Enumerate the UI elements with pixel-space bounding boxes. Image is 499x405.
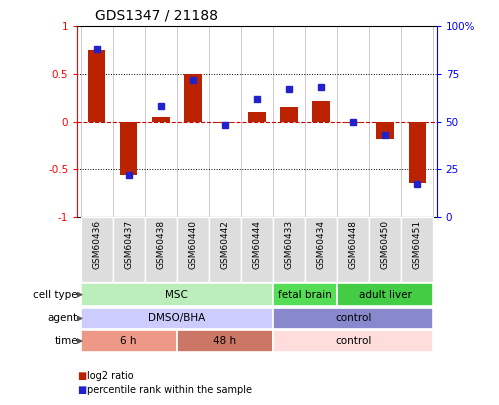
Bar [216, 122, 234, 124]
Bar [152, 117, 170, 121]
FancyBboxPatch shape [241, 217, 273, 282]
FancyBboxPatch shape [305, 217, 337, 282]
Text: ■: ■ [77, 371, 87, 381]
Text: adult liver: adult liver [359, 290, 412, 300]
Bar [248, 112, 266, 122]
Text: ■: ■ [77, 385, 87, 395]
Bar [120, 122, 138, 175]
FancyBboxPatch shape [80, 217, 113, 282]
Bar [312, 100, 330, 122]
Bar [88, 50, 105, 122]
FancyBboxPatch shape [273, 330, 434, 352]
Text: GSM60437: GSM60437 [124, 220, 133, 269]
FancyBboxPatch shape [80, 283, 273, 307]
Text: GSM60436: GSM60436 [92, 220, 101, 269]
FancyBboxPatch shape [337, 217, 369, 282]
FancyBboxPatch shape [273, 217, 305, 282]
Text: cell type: cell type [33, 290, 78, 300]
FancyBboxPatch shape [113, 217, 145, 282]
FancyBboxPatch shape [177, 217, 209, 282]
FancyBboxPatch shape [177, 330, 273, 352]
Text: control: control [335, 336, 371, 346]
Text: fetal brain: fetal brain [278, 290, 332, 300]
Text: GSM60433: GSM60433 [284, 220, 293, 269]
FancyBboxPatch shape [337, 283, 434, 307]
Text: GDS1347 / 21188: GDS1347 / 21188 [95, 9, 218, 22]
FancyBboxPatch shape [80, 308, 273, 329]
FancyBboxPatch shape [273, 308, 434, 329]
Text: agent: agent [48, 313, 78, 324]
Text: control: control [335, 313, 371, 324]
FancyBboxPatch shape [369, 217, 401, 282]
Text: 48 h: 48 h [214, 336, 237, 346]
FancyBboxPatch shape [209, 217, 241, 282]
FancyBboxPatch shape [401, 217, 434, 282]
Text: GSM60450: GSM60450 [381, 220, 390, 269]
Text: GSM60448: GSM60448 [349, 220, 358, 269]
Text: percentile rank within the sample: percentile rank within the sample [87, 385, 252, 395]
Bar [184, 74, 202, 122]
Text: log2 ratio: log2 ratio [87, 371, 134, 381]
Text: GSM60440: GSM60440 [188, 220, 197, 269]
Text: DMSO/BHA: DMSO/BHA [148, 313, 206, 324]
Text: 6 h: 6 h [120, 336, 137, 346]
Text: time: time [54, 336, 78, 346]
Text: GSM60451: GSM60451 [413, 220, 422, 269]
Text: GSM60442: GSM60442 [221, 220, 230, 269]
Text: GSM60444: GSM60444 [252, 220, 261, 269]
FancyBboxPatch shape [273, 283, 337, 307]
Text: MSC: MSC [165, 290, 188, 300]
Text: GSM60434: GSM60434 [317, 220, 326, 269]
Bar [280, 107, 298, 122]
Bar [409, 122, 426, 183]
Bar [376, 122, 394, 139]
Bar [344, 122, 362, 124]
FancyBboxPatch shape [80, 330, 177, 352]
FancyBboxPatch shape [145, 217, 177, 282]
Text: GSM60438: GSM60438 [156, 220, 165, 269]
